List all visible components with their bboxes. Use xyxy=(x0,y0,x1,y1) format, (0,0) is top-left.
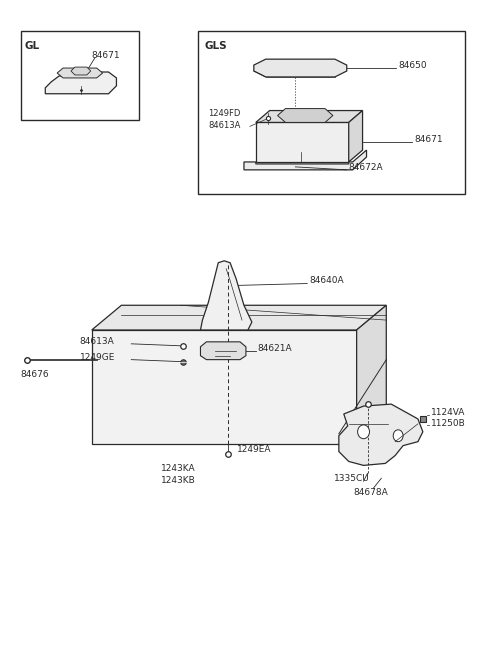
Text: 1243KA: 1243KA xyxy=(161,464,195,473)
Polygon shape xyxy=(92,306,386,330)
Text: 1249FD: 1249FD xyxy=(208,110,241,118)
Polygon shape xyxy=(45,72,117,94)
Ellipse shape xyxy=(358,425,370,439)
Text: 84671: 84671 xyxy=(92,51,120,60)
Bar xyxy=(199,32,466,194)
Polygon shape xyxy=(357,306,386,443)
Polygon shape xyxy=(57,68,103,78)
Polygon shape xyxy=(244,150,367,170)
Text: 1243KB: 1243KB xyxy=(161,476,196,485)
Text: 11250B: 11250B xyxy=(431,419,466,428)
Polygon shape xyxy=(201,342,246,359)
Text: 84640A: 84640A xyxy=(309,275,344,284)
Polygon shape xyxy=(256,122,349,162)
Polygon shape xyxy=(277,108,333,122)
Ellipse shape xyxy=(393,430,403,442)
Text: 84676: 84676 xyxy=(21,371,49,380)
Polygon shape xyxy=(256,110,362,122)
Polygon shape xyxy=(254,59,347,77)
Text: 1335CU: 1335CU xyxy=(334,474,370,483)
Polygon shape xyxy=(201,261,252,330)
Text: 1124VA: 1124VA xyxy=(431,408,465,417)
Polygon shape xyxy=(71,67,91,75)
Text: 1249EA: 1249EA xyxy=(237,445,272,453)
Text: 84650: 84650 xyxy=(398,61,427,70)
Polygon shape xyxy=(349,110,362,162)
Text: GL: GL xyxy=(24,41,40,51)
Bar xyxy=(21,32,139,120)
Text: 84671: 84671 xyxy=(414,135,443,144)
Polygon shape xyxy=(92,330,357,443)
Text: 1249GE: 1249GE xyxy=(80,353,115,361)
Polygon shape xyxy=(339,404,423,465)
Text: 84621A: 84621A xyxy=(258,344,292,353)
Text: 84613A: 84613A xyxy=(80,337,115,346)
Text: 84613A: 84613A xyxy=(208,122,241,130)
Text: 84672A: 84672A xyxy=(349,163,384,172)
Text: 84678A: 84678A xyxy=(354,488,388,497)
Text: GLS: GLS xyxy=(204,41,227,51)
